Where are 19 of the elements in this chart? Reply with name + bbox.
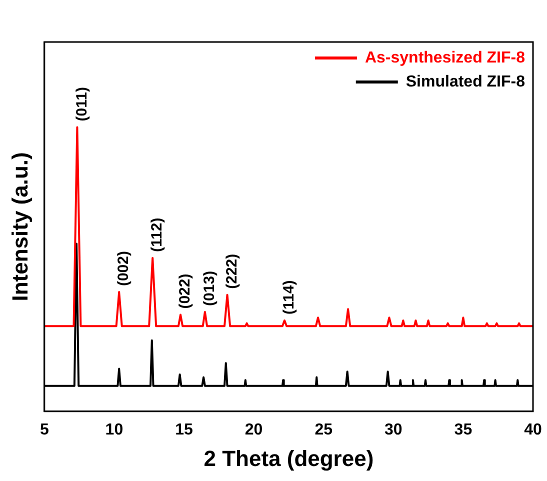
x-axis-title: 2 Theta (degree) (204, 446, 374, 471)
x-tick-label: 20 (244, 421, 263, 438)
y-axis-title: Intensity (a.u.) (7, 152, 32, 302)
annotation: (222) (223, 254, 240, 289)
x-tick-label: 35 (454, 421, 472, 438)
annotation: (002) (115, 251, 132, 286)
x-tick-label: 30 (384, 421, 402, 438)
x-tick-label: 5 (40, 421, 49, 438)
x-tick-label: 10 (105, 421, 124, 438)
annotation: (114) (280, 280, 298, 314)
annotation: (013) (201, 270, 218, 306)
annotation: (022) (176, 274, 194, 309)
annotation: (011) (73, 87, 90, 122)
annotation: (112) (148, 218, 166, 252)
legend-label: As-synthesized ZIF-8 (364, 49, 526, 66)
x-tick-label: 15 (175, 421, 193, 438)
x-tick-label: 25 (314, 421, 333, 438)
x-tick-label: 40 (524, 421, 542, 438)
legend-label: Simulated ZIF-8 (406, 73, 526, 90)
